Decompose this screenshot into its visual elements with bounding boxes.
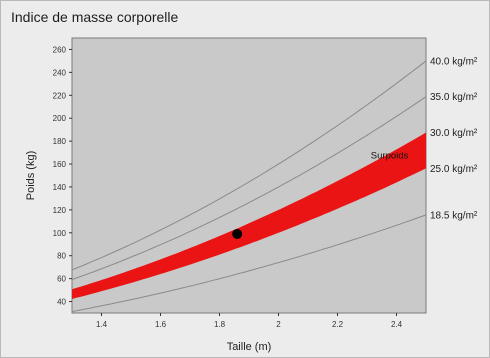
plot-content: Surpoids xyxy=(72,60,426,313)
x-tick-label: 1.4 xyxy=(96,320,108,329)
y-tick-label: 140 xyxy=(53,183,67,192)
axes: 40.0 kg/m² 35.0 kg/m² 30.0 kg/m² 25.0 kg/m²… xyxy=(53,45,478,329)
y-tick-label: 60 xyxy=(57,275,66,284)
y-tick-label: 260 xyxy=(53,45,67,54)
curve-label-35: 35.0 kg/m² xyxy=(430,92,478,103)
x-axis-label: Taille (m) xyxy=(227,341,272,353)
y-tick-label: 40 xyxy=(57,298,66,307)
y-axis-label: Poids (kg) xyxy=(25,151,37,201)
overweight-band xyxy=(72,132,426,299)
curve-label-25: 25.0 kg/m² xyxy=(430,164,478,175)
curve-label-40: 40.0 kg/m² xyxy=(430,56,478,67)
window-title: Indice de masse corporelle xyxy=(11,9,179,25)
y-tick-label: 240 xyxy=(53,68,67,77)
x-tick-label: 2 xyxy=(276,320,281,329)
y-tick-label: 80 xyxy=(57,252,66,261)
y-tick-label: 200 xyxy=(53,114,67,123)
curve-label-30: 30.0 kg/m² xyxy=(430,128,478,139)
curve-label-18-5: 18.5 kg/m² xyxy=(430,210,478,221)
x-tick-label: 2.4 xyxy=(391,320,403,329)
plot-area: Surpoids xyxy=(71,37,427,314)
y-tick-label: 120 xyxy=(53,206,67,215)
band-label-surpoids: Surpoids xyxy=(371,151,409,162)
y-tick-label: 180 xyxy=(53,137,67,146)
y-tick-label: 100 xyxy=(53,229,67,238)
x-tick-label: 2.2 xyxy=(332,320,344,329)
bmi-curve-35 xyxy=(72,96,426,281)
x-tick-label: 1.8 xyxy=(214,320,226,329)
y-tick-label: 220 xyxy=(53,91,67,100)
y-tick-label: 160 xyxy=(53,160,67,169)
x-tick-label: 1.6 xyxy=(155,320,167,329)
bmi-curve-40 xyxy=(72,60,426,271)
bmi-curve-18-5 xyxy=(72,214,426,313)
data-point xyxy=(232,228,243,239)
